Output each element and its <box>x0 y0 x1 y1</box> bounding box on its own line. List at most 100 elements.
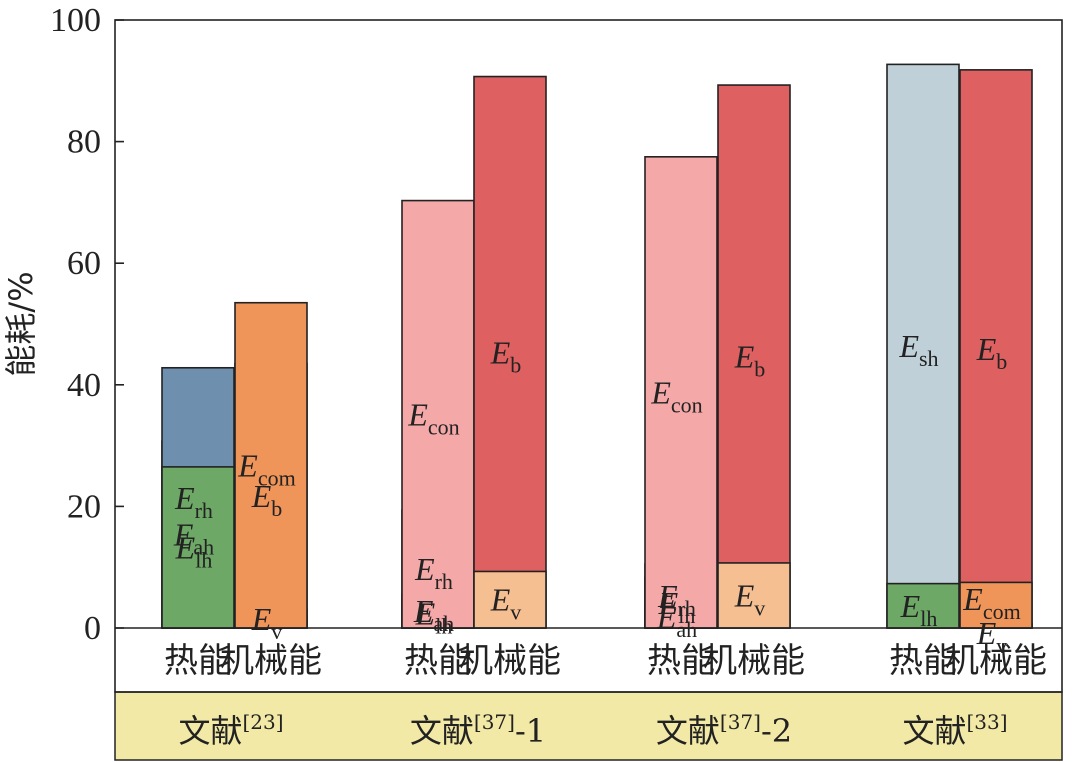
segment-label-main: E <box>174 480 195 516</box>
bar-segment-v-g3-mechanical <box>717 562 791 629</box>
segment-label-sub: lh <box>678 603 695 628</box>
category-label: 机械能 <box>459 641 561 681</box>
segment-label-sub: b <box>510 352 521 377</box>
segment-label-main: E <box>251 478 272 514</box>
segment-label-main: E <box>237 447 258 483</box>
segment-label-com: Ecom <box>962 581 1020 624</box>
segment-label-con: Econ <box>650 374 702 417</box>
y-axis-label: 能耗/% <box>2 271 40 376</box>
reference-label-suffix: -1 <box>515 712 546 750</box>
segment-label-lh: Elh <box>415 596 453 639</box>
x-axis: 热能机械能文献[23]热能机械能文献[37]-1热能机械能文献[37]-2热能机… <box>164 641 1047 750</box>
reference-label-prefix: 文献 <box>902 712 966 750</box>
segment-label-main: E <box>414 551 435 587</box>
segment-label-sub: con <box>428 414 460 439</box>
segment-label-v: Ev <box>734 577 766 620</box>
y-tick-label: 20 <box>67 488 101 525</box>
reference-label-sup: [33] <box>966 710 1007 734</box>
segment-label-sub: com <box>983 599 1021 624</box>
reference-label: 文献[37]-1 <box>410 710 546 750</box>
reference-label: 文献[37]-2 <box>656 710 792 750</box>
segment-label-v: Ev <box>490 582 522 625</box>
bar-segment-sh-g4-thermal <box>886 63 960 629</box>
segment-label-main: E <box>658 585 679 621</box>
segment-label-main: E <box>650 374 671 410</box>
segment-label-b: Eb <box>734 339 766 382</box>
segment-label-sub: com <box>258 465 296 490</box>
reference-band <box>114 691 1063 761</box>
y-tick-label: 100 <box>50 2 101 39</box>
segment-label-main: E <box>173 517 194 553</box>
segment-label-main: E <box>413 593 434 629</box>
segment-label-main: E <box>976 615 997 651</box>
segment-label-lh: Elh <box>900 588 938 631</box>
segment-label-main: E <box>962 581 983 617</box>
bar-segment-b-g2-mechanical <box>473 75 547 629</box>
segment-label-sub: ah <box>193 535 214 560</box>
bar-segment-com-g1-mechanical <box>234 301 308 629</box>
segment-label-sub: con <box>671 392 703 417</box>
segment-label-main: E <box>976 331 997 367</box>
category-label: 机械能 <box>945 641 1047 681</box>
segment-label-main: E <box>656 599 677 635</box>
segment-label-sub: lh <box>195 547 212 572</box>
bar-segment-b-g3-mechanical <box>717 84 791 629</box>
segment-label-sub: b <box>996 349 1007 374</box>
reference-label-prefix: 文献 <box>656 712 720 750</box>
segment-label-main: E <box>407 396 428 432</box>
segment-label-sub: ah <box>433 611 454 636</box>
segment-label-sub: lh <box>920 606 937 631</box>
bar-segment-con-g3-thermal <box>644 156 718 629</box>
segment-label-ah: Eah <box>173 517 214 560</box>
segment-label-sub: rh <box>435 569 453 594</box>
bar-segment-lh-g4-thermal <box>886 582 960 629</box>
segment-label-main: E <box>898 328 919 364</box>
y-tick-label: 0 <box>84 610 101 647</box>
segment-label-sub: ah <box>676 617 697 642</box>
bar-segment-v-g2-mechanical <box>473 570 547 629</box>
category-label: 热能 <box>889 641 957 681</box>
reference-label: 文献[33] <box>902 710 1007 750</box>
segment-label-main: E <box>490 582 511 618</box>
bar-segment-b-g4-mechanical <box>959 69 1033 629</box>
segment-label-rh: Erh <box>174 480 213 523</box>
segment-label-main: E <box>734 577 755 613</box>
segment-label-sub: b <box>754 357 765 382</box>
y-axis: 0 20 40 60 80 100 能耗/% <box>2 2 124 647</box>
segment-label-rh: Erh <box>657 578 696 621</box>
category-label: 热能 <box>647 641 715 681</box>
category-label: 热能 <box>404 641 472 681</box>
y-tick-label: 80 <box>67 124 101 161</box>
segment-label-main: E <box>900 588 921 624</box>
segment-label-lh: Elh <box>175 529 213 572</box>
segment-label-sub: v <box>510 600 521 625</box>
segment-label-sub: v <box>996 633 1007 658</box>
reference-label-sup: [37] <box>474 710 515 734</box>
category-label: 热能 <box>164 641 232 681</box>
reference-label-suffix: -2 <box>761 712 792 750</box>
segment-label-sub: lh <box>435 614 452 639</box>
reference-label: 文献[23] <box>178 710 283 750</box>
segment-label-sh: Esh <box>898 328 938 371</box>
reference-label-prefix: 文献 <box>178 712 242 750</box>
segment-label-b: Eb <box>976 331 1008 374</box>
segment-label-main: E <box>175 529 196 565</box>
segment-label-sub: sh <box>919 346 939 371</box>
reference-label-prefix: 文献 <box>410 712 474 750</box>
segment-label-lh: Elh <box>658 585 696 628</box>
category-label: 机械能 <box>703 641 805 681</box>
segment-label-b: Eb <box>251 478 283 521</box>
plot-frame-rect <box>114 19 1063 693</box>
segment-label-rh: Erh <box>414 551 453 594</box>
segment-label-ah: Eah <box>656 599 697 642</box>
segment-label-ah: Eah <box>413 593 454 636</box>
reference-band-rect <box>114 691 1063 761</box>
segment-label-sub: rh <box>678 596 696 621</box>
segment-label-main: E <box>490 334 511 370</box>
segment-label-v: Ev <box>976 615 1008 658</box>
reference-label-sup: [37] <box>720 710 761 734</box>
segment-label-sub: b <box>271 496 282 521</box>
segment-label-sub: v <box>271 619 282 644</box>
reference-label-sup: [23] <box>242 710 283 734</box>
